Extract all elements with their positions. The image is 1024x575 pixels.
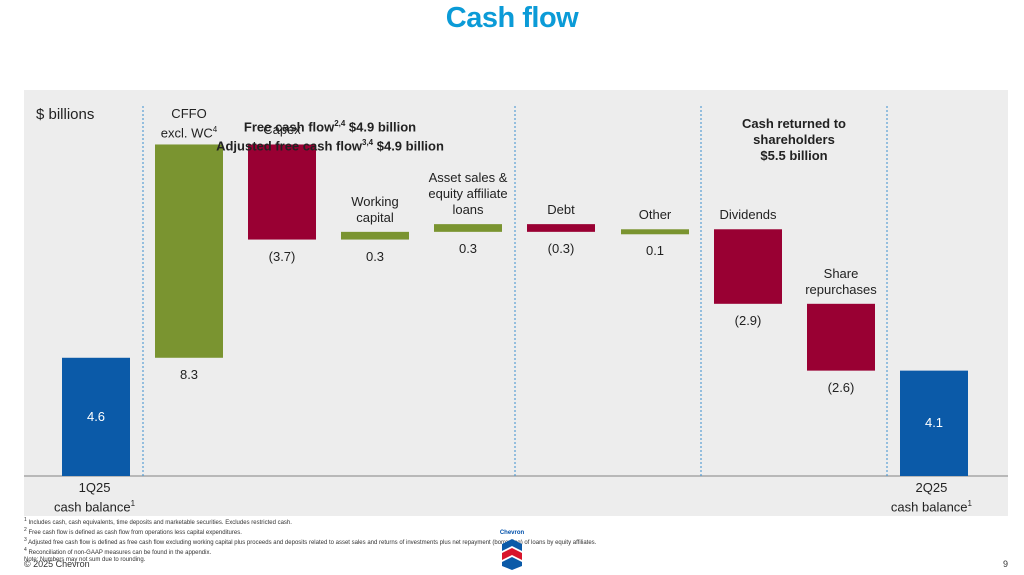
logo-text: Chevron [499, 530, 525, 536]
value-label-start: 4.6 [86, 408, 106, 424]
footnote-text: Adjusted free cash flow is defined as fr… [28, 540, 597, 546]
shareholders-header: Cash returned to shareholders $5.5 billi… [701, 116, 887, 164]
bar-capex [248, 144, 316, 240]
footnote: 4 Reconciliation of non-GAAP measures ca… [24, 547, 596, 557]
page-number: 9 [1002, 559, 1008, 569]
category-label-line: Share [823, 265, 859, 281]
waterfall-chart: $ billions Free cash flow2,4 $4.9 billio… [24, 90, 1008, 516]
adjusted-free-cash-flow-value2: $4.9 billion [373, 138, 444, 154]
value-label-debt: (0.3) [547, 240, 575, 256]
footnote-marker: 4 [24, 547, 27, 553]
category-label-line: 1Q25 [78, 480, 111, 495]
bar-div [714, 229, 782, 304]
value-label-end: 4.1 [924, 415, 944, 431]
bar-end [900, 370, 968, 476]
bar-cffo [155, 144, 223, 358]
bar-rep [807, 303, 875, 371]
footnote-text: Reconciliation of non-GAAP measures can … [28, 550, 212, 556]
category-label-line: capital [356, 209, 394, 225]
free-cash-flow-header: Free cash flow2,4 $4.9 billion Adjusted … [144, 116, 516, 155]
shareholders-line1: Cash returned to shareholders [741, 116, 846, 147]
value-label-rep: (2.6) [827, 379, 855, 395]
bar-debt [527, 224, 595, 232]
category-label-line: Working [351, 193, 399, 209]
footnote: 1 Includes cash, cash equivalents, time … [24, 517, 596, 527]
footnote: 3 Adjusted free cash flow is defined as … [24, 537, 596, 547]
category-label-other: Other [639, 207, 672, 223]
free-cash-flow-value1: $4.9 billion [345, 119, 417, 135]
category-label-start: 1Q25 cash balance1 [54, 480, 135, 515]
category-label-rep: Share repurchases [805, 266, 877, 298]
category-label-sup: 4 [212, 125, 218, 135]
bar-wc [341, 231, 409, 240]
y-axis-units-label: $ billions [36, 106, 95, 123]
category-label-line: loans [452, 202, 484, 218]
value-label-wc: 0.3 [365, 248, 385, 264]
category-label-line: Other [638, 207, 672, 223]
free-cash-flow-sup1: 2,4 [334, 119, 346, 128]
value-label-div: (2.9) [734, 312, 762, 328]
category-label-line: CFFO [171, 106, 207, 122]
category-label-line: 2Q25 [915, 480, 948, 495]
bar-start [62, 357, 130, 476]
chart-canvas [24, 106, 1008, 478]
value-label-capex: (3.7) [268, 248, 296, 264]
category-label-sup: 1 [130, 499, 136, 508]
category-label-line: cash balance [890, 499, 968, 515]
copyright: © 2025 Chevron [24, 559, 90, 569]
footnote: Note: Numbers may not sum due to roundin… [24, 557, 596, 564]
category-label-line: Asset sales & [428, 170, 508, 186]
category-label-line: repurchases [805, 281, 877, 297]
category-label-line: cash balance [54, 499, 131, 515]
category-label-sup: 1 [967, 499, 972, 508]
category-label-wc: Working capital [351, 194, 398, 226]
category-label-line: equity affiliate [428, 186, 508, 202]
value-label-cffo: 8.3 [179, 366, 199, 382]
category-label-debt: Debt [547, 202, 574, 218]
category-label-line: Debt [547, 202, 575, 218]
page-title: Cash flow [445, 2, 579, 34]
category-label-cffo: CFFO excl. WC4 [161, 106, 217, 141]
footnote-text: Note: Numbers may not sum due to roundin… [24, 557, 146, 563]
category-label-asset: Asset sales & equity affiliate loans [428, 170, 507, 218]
category-label-div: Dividends [719, 207, 776, 223]
footnote-marker: 3 [24, 537, 27, 543]
footnote-text: Includes cash, cash equivalents, time de… [28, 520, 292, 526]
footnote-marker: 1 [24, 517, 27, 523]
adjusted-free-cash-flow-line2: Adjusted free cash flow [216, 138, 362, 154]
free-cash-flow-line1: Free cash flow [243, 119, 335, 135]
category-label-line: Dividends [719, 207, 777, 223]
chevron-logo-icon [502, 539, 522, 570]
category-label-end: 2Q25 cash balance1 [891, 480, 972, 515]
bar-asset [434, 224, 502, 232]
chevron-logo: Chevron [499, 530, 525, 570]
footnote-text: Free cash flow is defined as cash flow f… [28, 530, 242, 536]
category-label-line: excl. WC [160, 125, 213, 141]
footnote-marker: 2 [24, 527, 27, 533]
value-label-other: 0.1 [645, 243, 665, 259]
category-label-capex: Capex [263, 122, 301, 138]
adjusted-free-cash-flow-sup2: 3,4 [362, 138, 374, 148]
value-label-asset: 0.3 [458, 240, 478, 256]
footnote: 2 Free cash flow is defined as cash flow… [24, 527, 596, 537]
footnotes: 1 Includes cash, cash equivalents, time … [24, 517, 596, 564]
shareholders-line2: $5.5 billion [760, 148, 828, 163]
bar-other [621, 229, 689, 235]
category-label-line: Capex [263, 122, 301, 138]
